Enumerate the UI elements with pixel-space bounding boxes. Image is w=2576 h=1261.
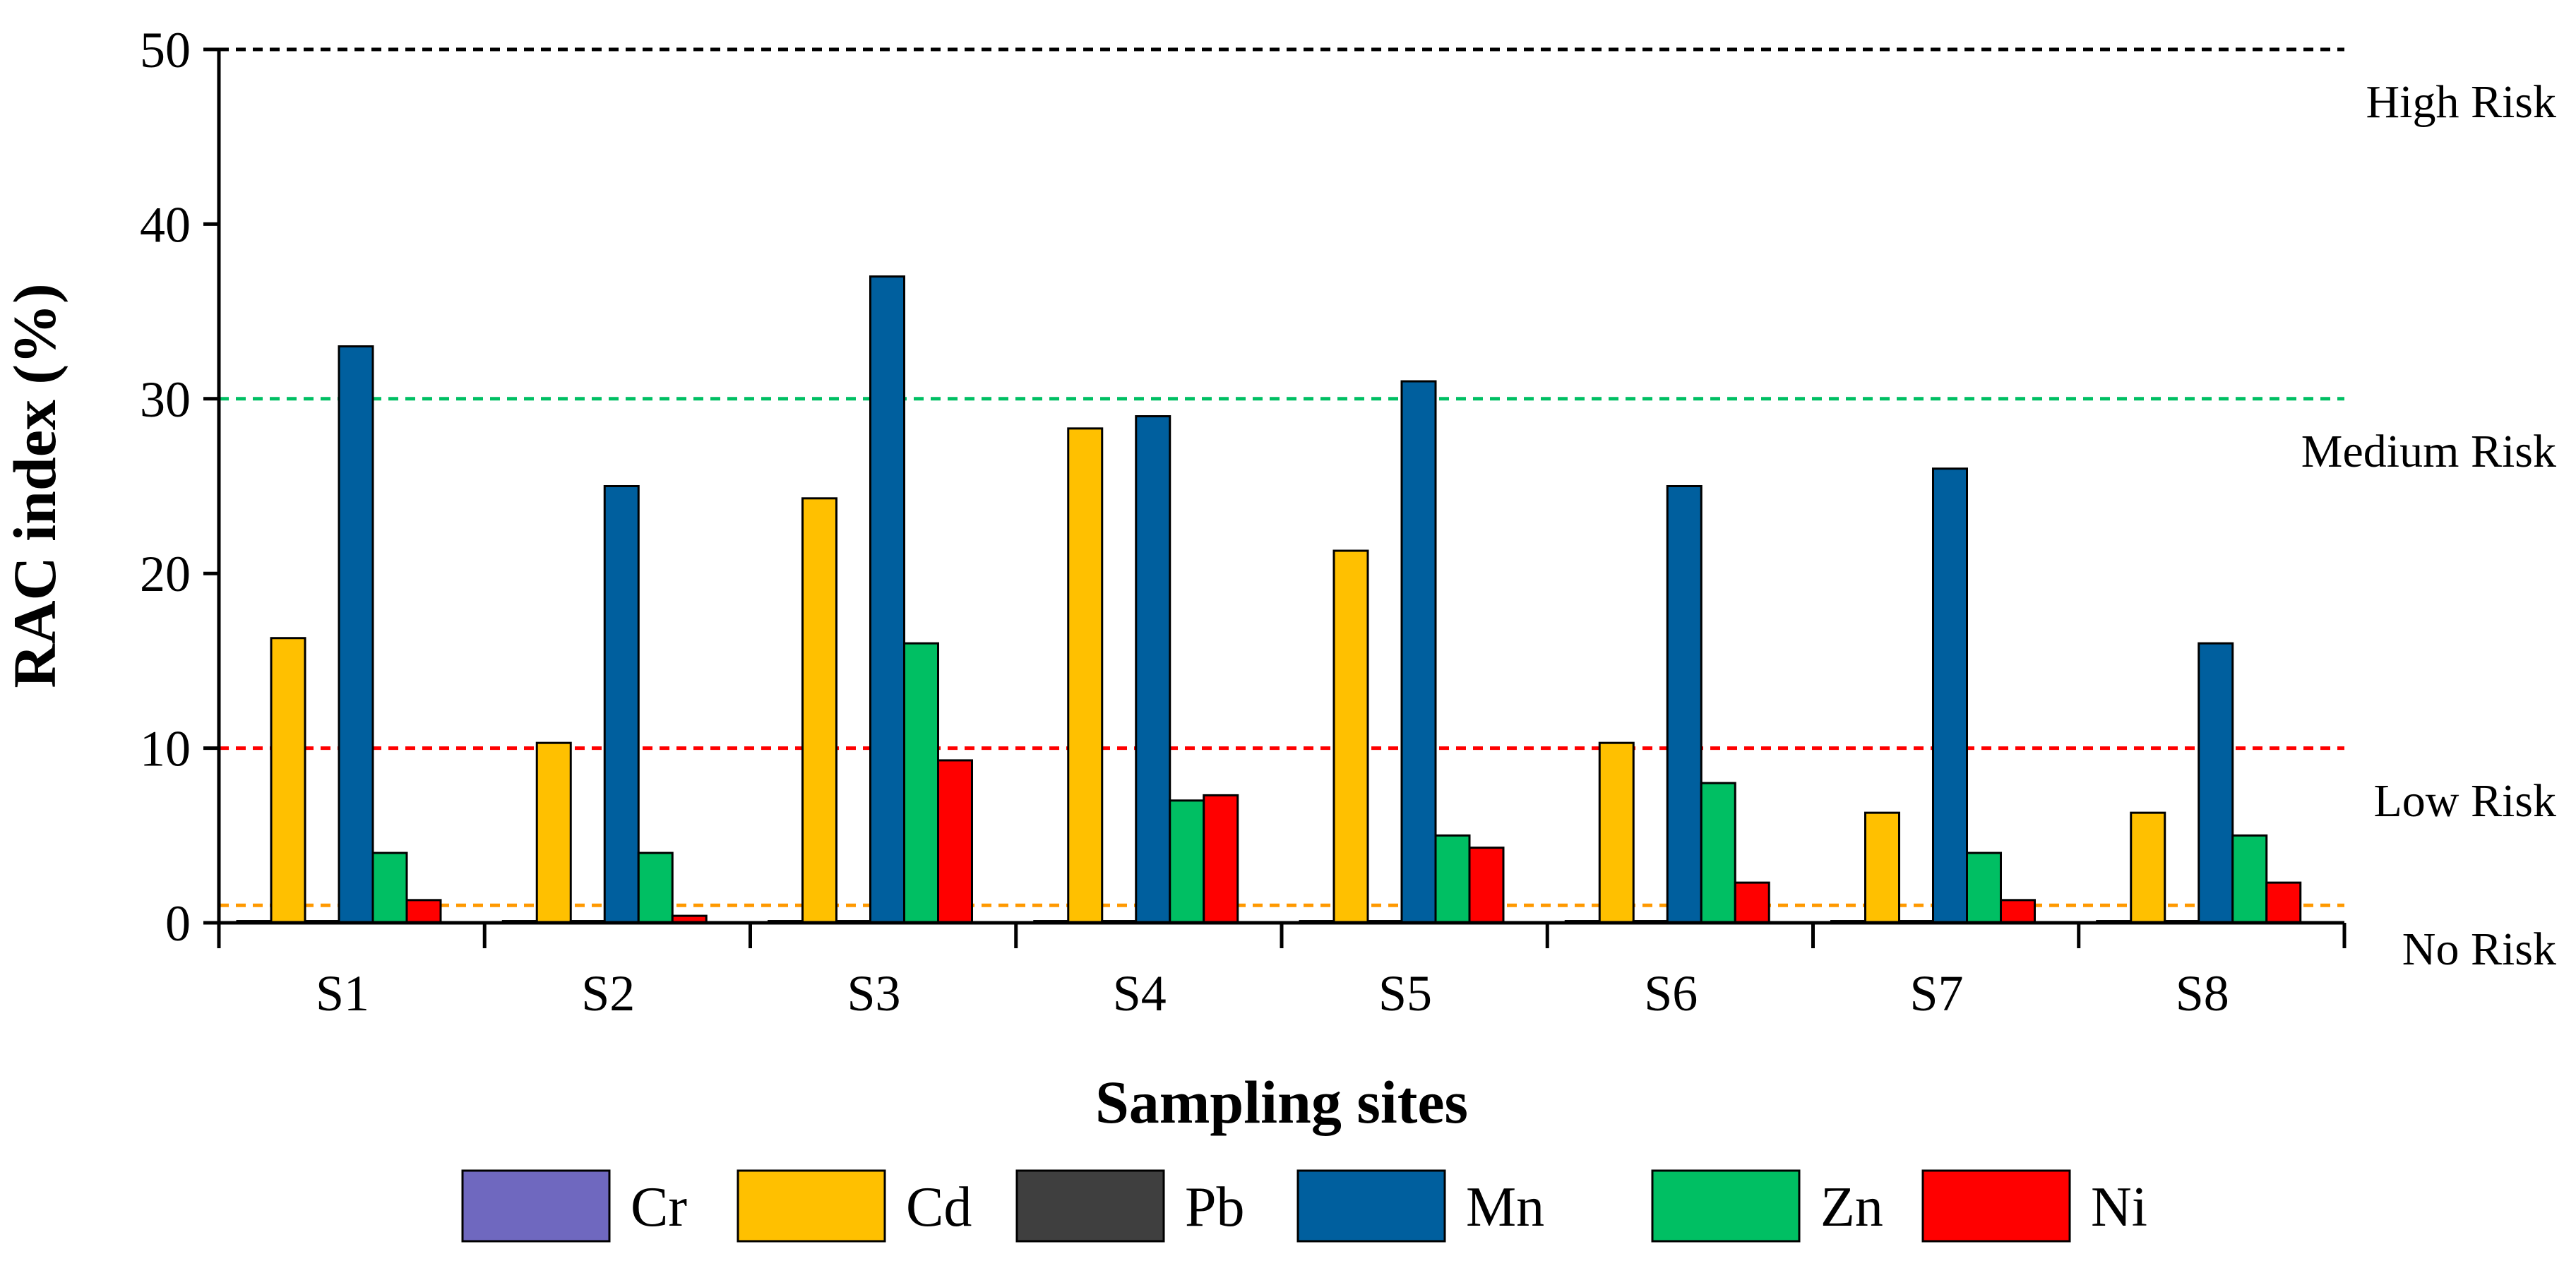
risk-label: Low Risk bbox=[2373, 775, 2556, 827]
bar-ni-s1 bbox=[405, 899, 442, 924]
y-tick-label: 10 bbox=[140, 721, 191, 777]
risk-label: Medium Risk bbox=[2301, 426, 2556, 477]
bar-zn-s7 bbox=[1966, 851, 2002, 924]
x-tick-label: S6 bbox=[1644, 965, 1698, 1022]
bar-cd-s2 bbox=[535, 741, 572, 924]
bar-zn-s6 bbox=[1700, 782, 1736, 924]
bar-cd-s6 bbox=[1598, 741, 1635, 924]
bar-mn-s7 bbox=[1932, 467, 1968, 924]
bar-zn-s5 bbox=[1434, 834, 1471, 924]
x-tick-label: S5 bbox=[1378, 965, 1432, 1022]
bar-zn-s1 bbox=[371, 851, 408, 924]
bar-cd-s8 bbox=[2130, 811, 2166, 924]
x-axis-title: Sampling sites bbox=[1095, 1068, 1468, 1136]
y-tick-label: 40 bbox=[140, 196, 191, 253]
legend-swatch-mn bbox=[1296, 1169, 1446, 1243]
y-tick-label: 0 bbox=[165, 895, 191, 952]
bar-zn-s4 bbox=[1169, 799, 1205, 924]
x-tick-label: S4 bbox=[1113, 965, 1167, 1022]
bar-ni-s5 bbox=[1468, 847, 1505, 924]
bar-zn-s2 bbox=[637, 851, 674, 924]
bar-cd-s3 bbox=[801, 497, 837, 924]
bar-mn-s4 bbox=[1135, 415, 1171, 924]
legend-swatch-cr bbox=[461, 1169, 611, 1243]
x-tick-label: S7 bbox=[1909, 965, 1963, 1022]
legend-swatch-cd bbox=[737, 1169, 886, 1243]
x-tick-label: S2 bbox=[581, 965, 635, 1022]
bar-ni-s3 bbox=[937, 759, 973, 924]
bar-ni-s6 bbox=[1734, 881, 1770, 924]
bar-cd-s4 bbox=[1067, 427, 1104, 924]
x-tick-label: S8 bbox=[2176, 965, 2229, 1022]
bar-cd-s5 bbox=[1332, 549, 1369, 924]
legend-swatch-zn bbox=[1651, 1169, 1801, 1243]
bar-group bbox=[236, 275, 2302, 924]
bar-zn-s8 bbox=[2231, 834, 2268, 924]
y-tick-label: 50 bbox=[140, 22, 191, 78]
risk-label: High Risk bbox=[2366, 76, 2556, 128]
bar-cd-s1 bbox=[270, 637, 306, 924]
bar-zn-s3 bbox=[903, 642, 939, 924]
bar-mn-s6 bbox=[1666, 485, 1703, 924]
bar-ni-s8 bbox=[2265, 881, 2302, 924]
legend-swatch-ni bbox=[1921, 1169, 2071, 1243]
bar-mn-s5 bbox=[1400, 380, 1437, 924]
risk-labels: High Risk Medium Risk Low Risk No Risk bbox=[2301, 76, 2556, 975]
bar-ni-s7 bbox=[2000, 899, 2036, 924]
bar-ni-s4 bbox=[1203, 794, 1239, 924]
legend-label-zn: Zn bbox=[1820, 1176, 1883, 1238]
y-tick-label: 20 bbox=[140, 546, 191, 602]
y-tick-label: 30 bbox=[140, 371, 191, 428]
legend-label-cr: Cr bbox=[631, 1176, 687, 1238]
legend-label-pb: Pb bbox=[1185, 1176, 1245, 1238]
bar-cd-s7 bbox=[1864, 811, 1900, 924]
y-ticks: 0 10 20 30 40 50 bbox=[140, 22, 219, 952]
legend-label-ni: Ni bbox=[2091, 1176, 2147, 1238]
risk-label: No Risk bbox=[2402, 924, 2556, 975]
bar-mn-s1 bbox=[338, 345, 374, 924]
x-tick-label: S3 bbox=[847, 965, 900, 1022]
legend-label-cd: Cd bbox=[906, 1176, 972, 1238]
bar-mn-s8 bbox=[2198, 642, 2234, 924]
x-tick-label: S1 bbox=[316, 965, 369, 1022]
y-axis-title: RAC index (%) bbox=[1, 283, 68, 688]
legend-swatch-pb bbox=[1015, 1169, 1165, 1243]
bar-mn-s3 bbox=[869, 275, 905, 924]
legend-label-mn: Mn bbox=[1466, 1176, 1544, 1238]
x-ticks: S1 S2 S3 S4 S5 S6 S7 S8 bbox=[217, 923, 2347, 1022]
legend: Cr Cd Pb Mn Zn Ni bbox=[461, 1169, 2147, 1243]
bar-mn-s2 bbox=[603, 485, 640, 924]
